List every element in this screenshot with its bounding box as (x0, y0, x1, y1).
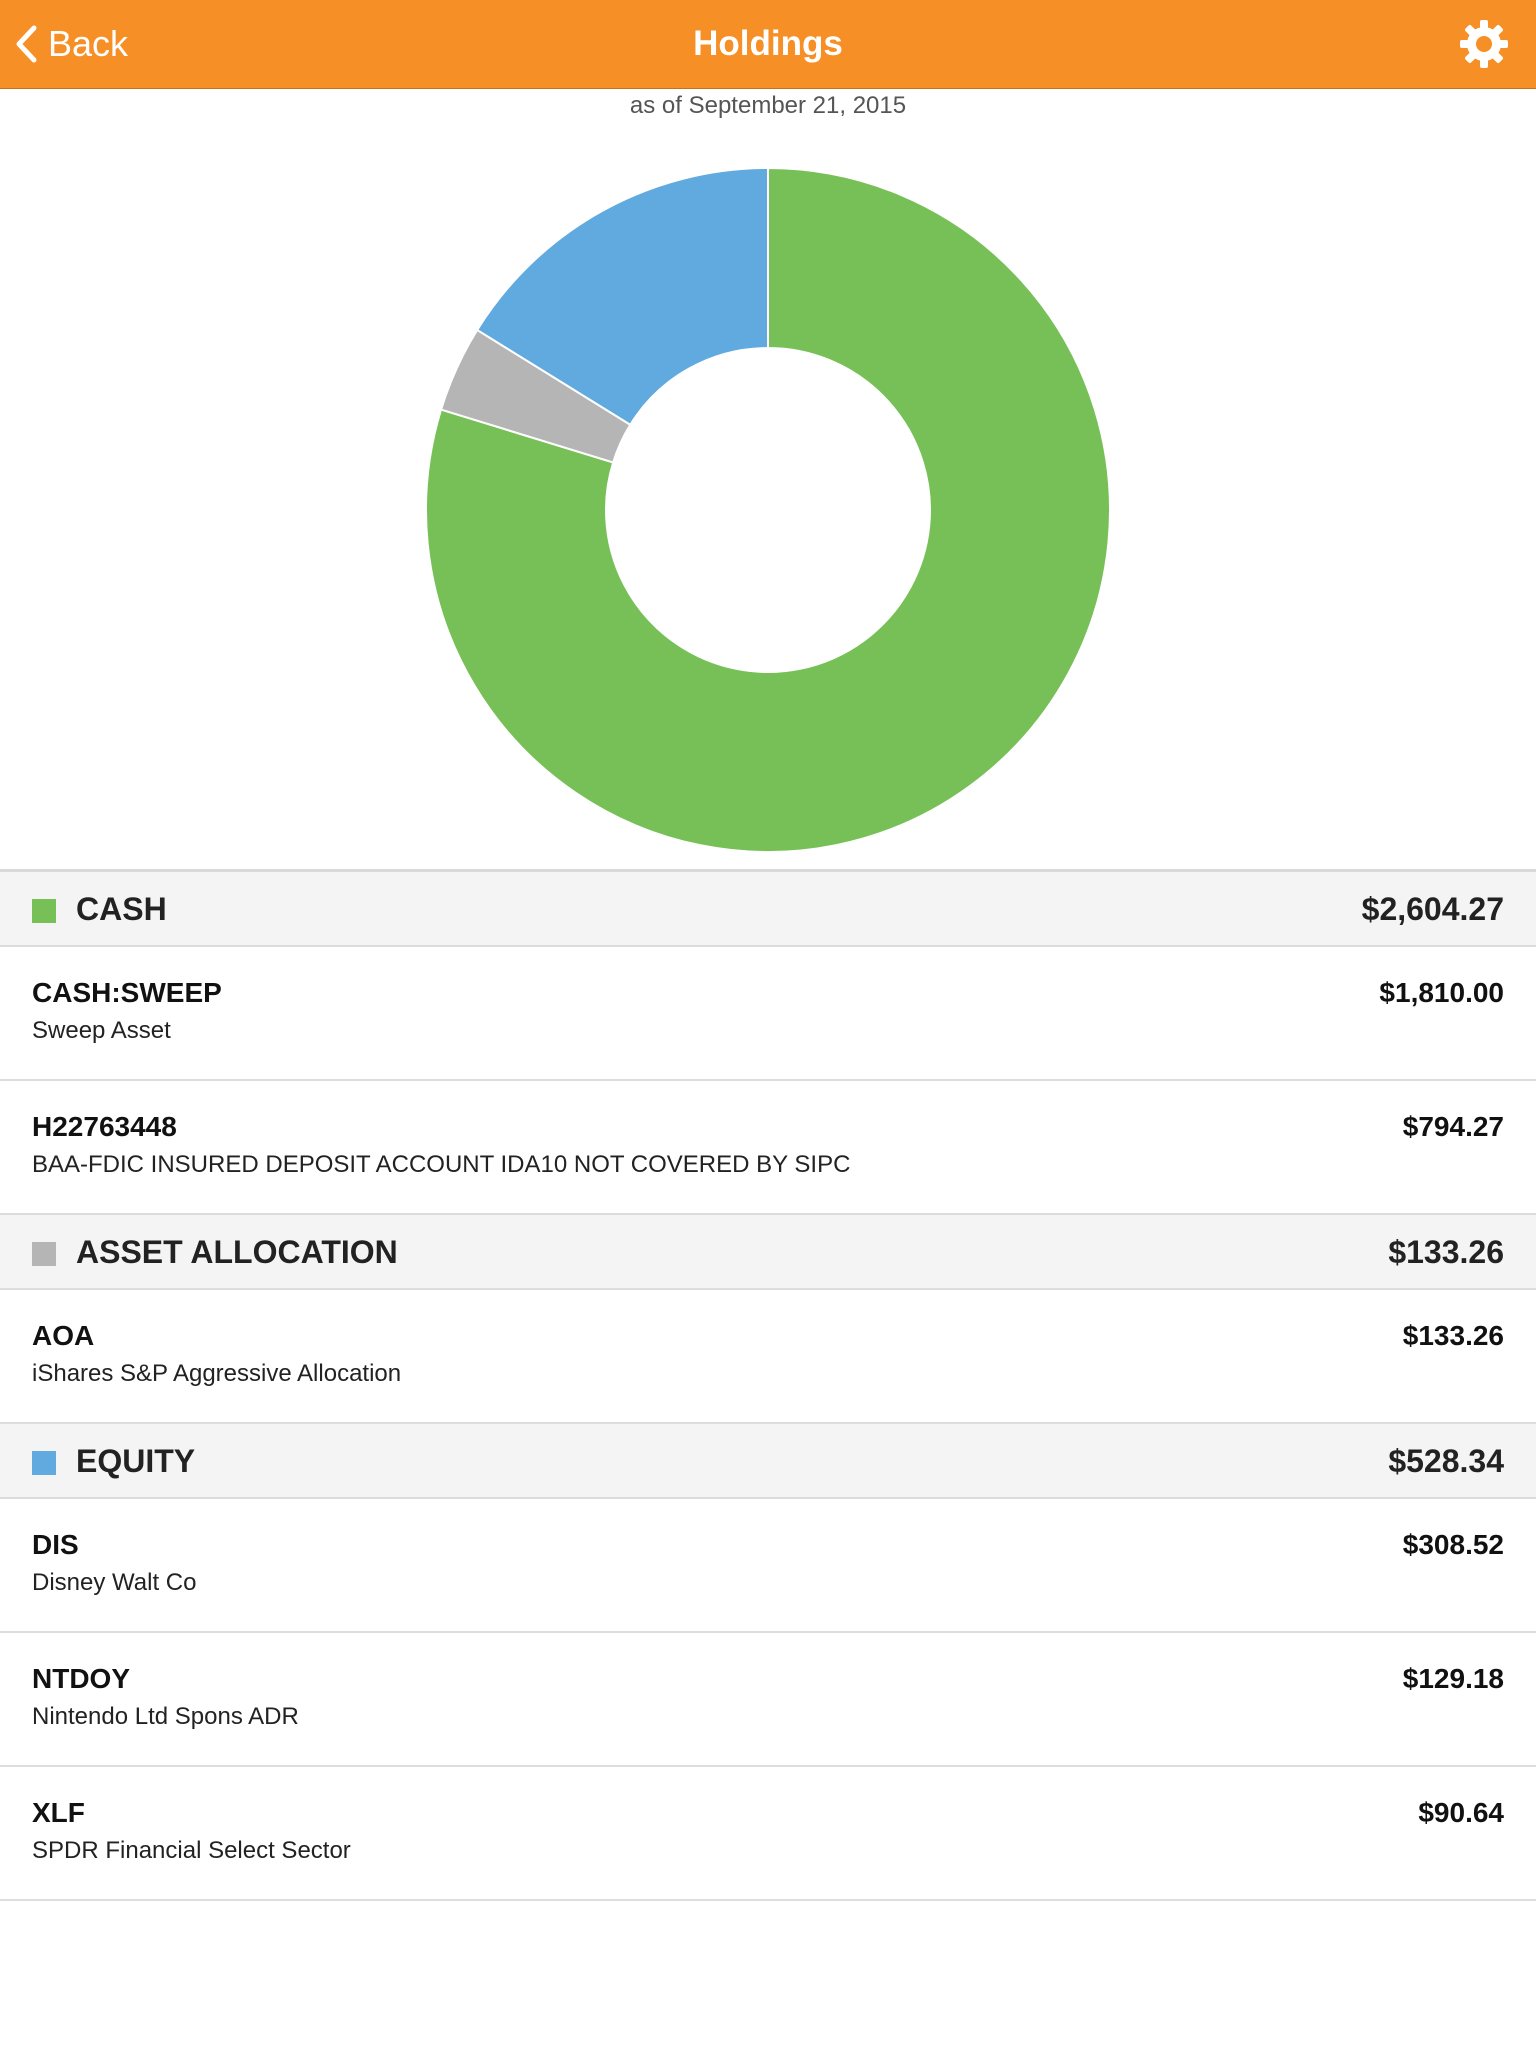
holding-symbol: DIS (32, 1529, 79, 1560)
holding-description: SPDR Financial Select Sector (32, 1837, 351, 1864)
holding-description: Disney Walt Co (32, 1569, 197, 1596)
donut-slice-cash[interactable] (425, 166, 1111, 853)
as-of-date: as of September 21, 2015 (629, 92, 907, 119)
back-label: Back (48, 23, 129, 64)
holding-description: Nintendo Ltd Spons ADR (32, 1703, 299, 1730)
holding-symbol: NTDOY (32, 1663, 130, 1694)
section-header: ASSET ALLOCATION $133.26 (0, 1215, 1536, 1290)
holding-row[interactable]: CASH:SWEEP Sweep Asset $1,810.00 (0, 947, 1536, 1081)
nav-bar: Back Holdings (0, 0, 1536, 89)
holding-row[interactable]: XLF SPDR Financial Select Sector $90.64 (0, 1767, 1536, 1901)
section-title: CASH (76, 891, 167, 927)
section-title: EQUITY (76, 1443, 196, 1479)
holding-description: Sweep Asset (32, 1017, 171, 1044)
holding-value: $794.27 (1402, 1111, 1504, 1142)
holding-symbol: AOA (32, 1320, 95, 1351)
legend-swatch (32, 899, 56, 923)
holding-row[interactable]: NTDOY Nintendo Ltd Spons ADR $129.18 (0, 1633, 1536, 1767)
legend-swatch (32, 1451, 56, 1475)
settings-button[interactable] (1458, 18, 1510, 70)
donut-chart (425, 166, 1111, 853)
allocation-chart (0, 150, 1536, 870)
holding-value: $90.64 (1418, 1797, 1504, 1828)
section-total: $528.34 (1388, 1443, 1504, 1479)
page-title: Holdings (693, 24, 843, 63)
back-button[interactable]: Back (14, 18, 128, 70)
holding-value: $133.26 (1402, 1320, 1504, 1351)
holding-value: $308.52 (1402, 1529, 1504, 1560)
holding-symbol: CASH:SWEEP (32, 977, 222, 1008)
holding-row[interactable]: H22763448 BAA-FDIC INSURED DEPOSIT ACCOUN… (0, 1081, 1536, 1215)
section-title: ASSET ALLOCATION (76, 1234, 398, 1270)
holding-symbol: XLF (32, 1797, 85, 1828)
donut-slice-equity[interactable] (475, 166, 769, 427)
holdings-list: CASH $2,604.27 CASH:SWEEP Sweep Asset $1,810… (0, 869, 1536, 1901)
legend-swatch (32, 1242, 56, 1266)
holding-description: iShares S&P Aggressive Allocation (32, 1360, 402, 1387)
holding-value: $129.18 (1402, 1663, 1504, 1694)
holding-description: BAA-FDIC INSURED DEPOSIT ACCOUNT IDA10 N… (32, 1151, 851, 1178)
section-header: EQUITY $528.34 (0, 1424, 1536, 1499)
holding-value: $1,810.00 (1379, 977, 1504, 1008)
holding-row[interactable]: DIS Disney Walt Co $308.52 (0, 1499, 1536, 1633)
holding-symbol: H22763448 (32, 1111, 177, 1142)
chevron-left-icon (16, 25, 37, 63)
gear-icon (1460, 20, 1508, 68)
holding-row[interactable]: AOA iShares S&P Aggressive Allocation $133… (0, 1290, 1536, 1424)
section-header: CASH $2,604.27 (0, 872, 1536, 947)
section-total: $133.26 (1388, 1234, 1504, 1270)
section-total: $2,604.27 (1361, 891, 1504, 927)
